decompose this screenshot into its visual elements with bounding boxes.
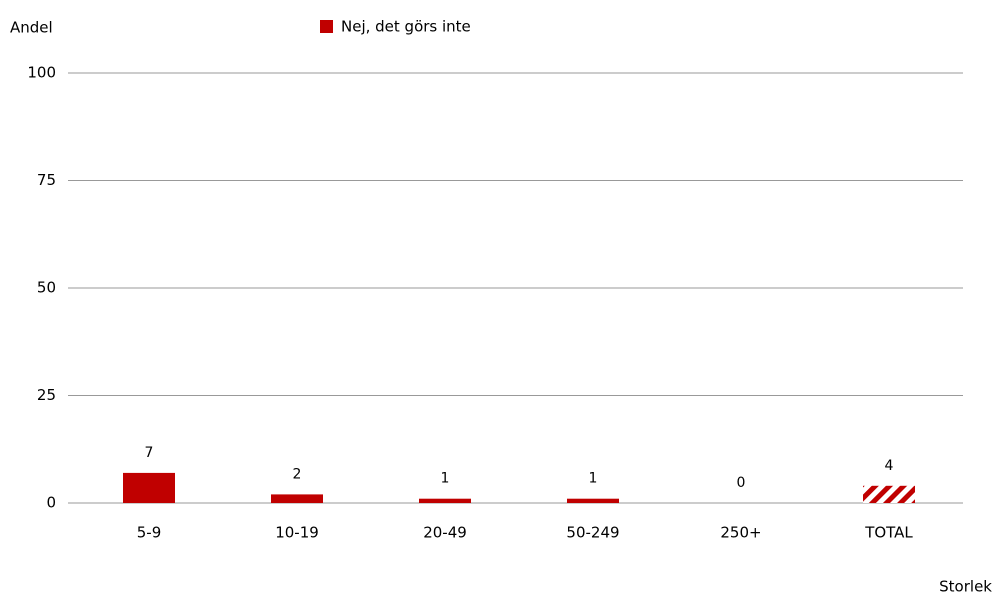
y-tick-label: 25: [37, 386, 56, 404]
data-label: 4: [885, 458, 894, 474]
bar: [419, 498, 471, 503]
data-label: 2: [293, 466, 302, 482]
bar: [271, 494, 323, 503]
bar: [863, 485, 915, 503]
x-tick-label: 250+: [720, 524, 761, 542]
x-tick-label: TOTAL: [864, 524, 913, 542]
x-axis-label: Storlek: [939, 578, 992, 594]
x-tick-label: 20-49: [423, 524, 467, 542]
x-tick-label: 10-19: [275, 524, 319, 542]
data-label: 1: [589, 471, 598, 487]
data-label: 1: [441, 471, 450, 487]
bar: [123, 472, 175, 503]
y-tick-label: 0: [46, 494, 56, 512]
legend-swatch: [320, 20, 333, 33]
y-tick-label: 75: [37, 171, 56, 189]
data-label: 0: [737, 475, 746, 491]
x-tick-label: 5-9: [137, 524, 162, 542]
legend-label: Nej, det görs inte: [341, 18, 471, 36]
x-tick-label: 50-249: [566, 524, 619, 542]
y-tick-label: 50: [37, 279, 56, 297]
y-axis-label: Andel: [10, 19, 53, 37]
y-tick-label: 100: [27, 64, 56, 82]
data-label: 7: [145, 445, 154, 461]
bar: [567, 498, 619, 503]
